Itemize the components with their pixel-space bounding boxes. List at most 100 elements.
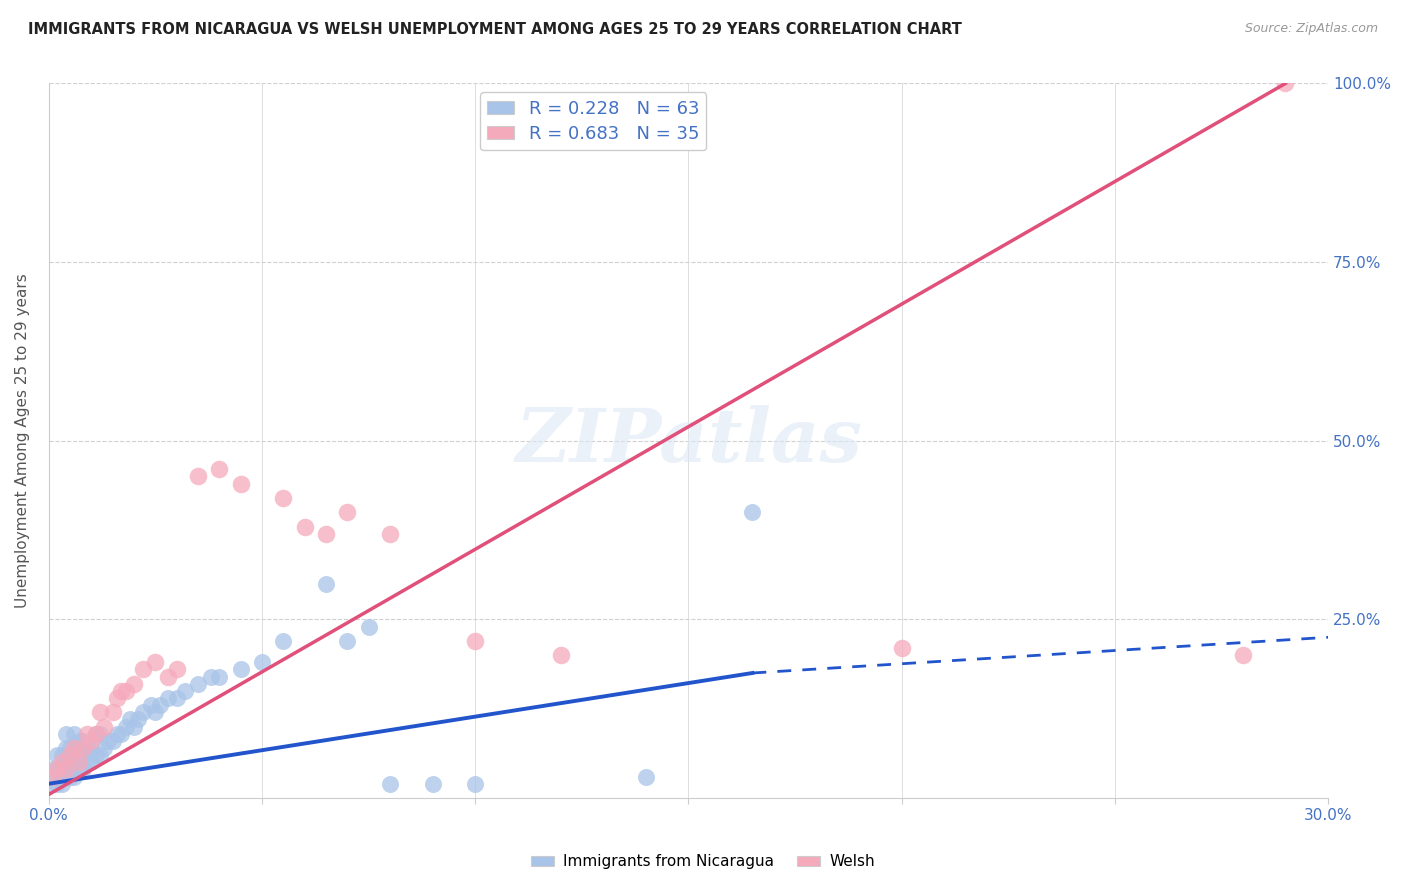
Point bbox=[250, 655, 273, 669]
Point bbox=[122, 720, 145, 734]
Legend: Immigrants from Nicaragua, Welsh: Immigrants from Nicaragua, Welsh bbox=[524, 848, 882, 875]
Point bbox=[89, 706, 111, 720]
Point bbox=[84, 748, 107, 763]
Point bbox=[157, 669, 180, 683]
Point bbox=[80, 756, 103, 770]
Point bbox=[63, 741, 86, 756]
Point bbox=[63, 756, 86, 770]
Point bbox=[105, 691, 128, 706]
Point bbox=[51, 756, 73, 770]
Point bbox=[80, 741, 103, 756]
Point bbox=[1274, 77, 1296, 91]
Point bbox=[59, 756, 82, 770]
Point bbox=[464, 633, 486, 648]
Point bbox=[550, 648, 572, 662]
Point bbox=[72, 763, 94, 777]
Point bbox=[114, 720, 136, 734]
Point bbox=[46, 763, 69, 777]
Point bbox=[145, 706, 167, 720]
Point bbox=[114, 684, 136, 698]
Point bbox=[208, 669, 231, 683]
Point bbox=[101, 734, 124, 748]
Point bbox=[93, 741, 115, 756]
Point bbox=[76, 756, 98, 770]
Point bbox=[84, 727, 107, 741]
Point bbox=[72, 734, 94, 748]
Point bbox=[378, 526, 401, 541]
Point bbox=[166, 662, 188, 676]
Point bbox=[42, 763, 65, 777]
Point bbox=[634, 770, 657, 784]
Point bbox=[55, 756, 77, 770]
Point bbox=[1232, 648, 1254, 662]
Point bbox=[229, 476, 252, 491]
Y-axis label: Unemployment Among Ages 25 to 29 years: Unemployment Among Ages 25 to 29 years bbox=[15, 273, 30, 608]
Point bbox=[131, 706, 153, 720]
Point bbox=[315, 526, 337, 541]
Point bbox=[55, 770, 77, 784]
Point bbox=[97, 734, 120, 748]
Point bbox=[890, 640, 912, 655]
Point bbox=[741, 505, 763, 519]
Point bbox=[187, 469, 209, 483]
Point bbox=[174, 684, 197, 698]
Point bbox=[55, 763, 77, 777]
Point bbox=[315, 576, 337, 591]
Point bbox=[42, 770, 65, 784]
Point bbox=[157, 691, 180, 706]
Point bbox=[105, 727, 128, 741]
Point bbox=[271, 491, 294, 505]
Point bbox=[131, 662, 153, 676]
Point bbox=[67, 756, 90, 770]
Point bbox=[208, 462, 231, 476]
Point bbox=[63, 741, 86, 756]
Point bbox=[149, 698, 172, 713]
Point bbox=[336, 505, 359, 519]
Point bbox=[422, 777, 444, 791]
Point bbox=[59, 770, 82, 784]
Point bbox=[200, 669, 222, 683]
Point bbox=[127, 713, 149, 727]
Point bbox=[110, 684, 132, 698]
Point bbox=[46, 763, 69, 777]
Point bbox=[59, 748, 82, 763]
Point bbox=[55, 741, 77, 756]
Point bbox=[336, 633, 359, 648]
Point bbox=[187, 677, 209, 691]
Point bbox=[89, 748, 111, 763]
Point bbox=[145, 655, 167, 669]
Point bbox=[93, 720, 115, 734]
Point bbox=[80, 734, 103, 748]
Point bbox=[294, 519, 316, 533]
Point bbox=[101, 706, 124, 720]
Point bbox=[51, 748, 73, 763]
Point bbox=[72, 741, 94, 756]
Point bbox=[42, 777, 65, 791]
Point bbox=[110, 727, 132, 741]
Point bbox=[122, 677, 145, 691]
Point bbox=[59, 741, 82, 756]
Text: IMMIGRANTS FROM NICARAGUA VS WELSH UNEMPLOYMENT AMONG AGES 25 TO 29 YEARS CORREL: IMMIGRANTS FROM NICARAGUA VS WELSH UNEMP… bbox=[28, 22, 962, 37]
Point bbox=[67, 748, 90, 763]
Point bbox=[46, 748, 69, 763]
Point bbox=[76, 741, 98, 756]
Point bbox=[72, 748, 94, 763]
Point bbox=[89, 727, 111, 741]
Point bbox=[118, 713, 141, 727]
Point bbox=[464, 777, 486, 791]
Point bbox=[55, 727, 77, 741]
Legend: R = 0.228   N = 63, R = 0.683   N = 35: R = 0.228 N = 63, R = 0.683 N = 35 bbox=[479, 93, 706, 150]
Point bbox=[166, 691, 188, 706]
Point bbox=[67, 763, 90, 777]
Point bbox=[378, 777, 401, 791]
Point bbox=[63, 727, 86, 741]
Text: Source: ZipAtlas.com: Source: ZipAtlas.com bbox=[1244, 22, 1378, 36]
Point bbox=[67, 734, 90, 748]
Point bbox=[51, 777, 73, 791]
Point bbox=[76, 727, 98, 741]
Point bbox=[84, 727, 107, 741]
Point bbox=[357, 619, 380, 633]
Point bbox=[229, 662, 252, 676]
Point bbox=[139, 698, 162, 713]
Point bbox=[63, 770, 86, 784]
